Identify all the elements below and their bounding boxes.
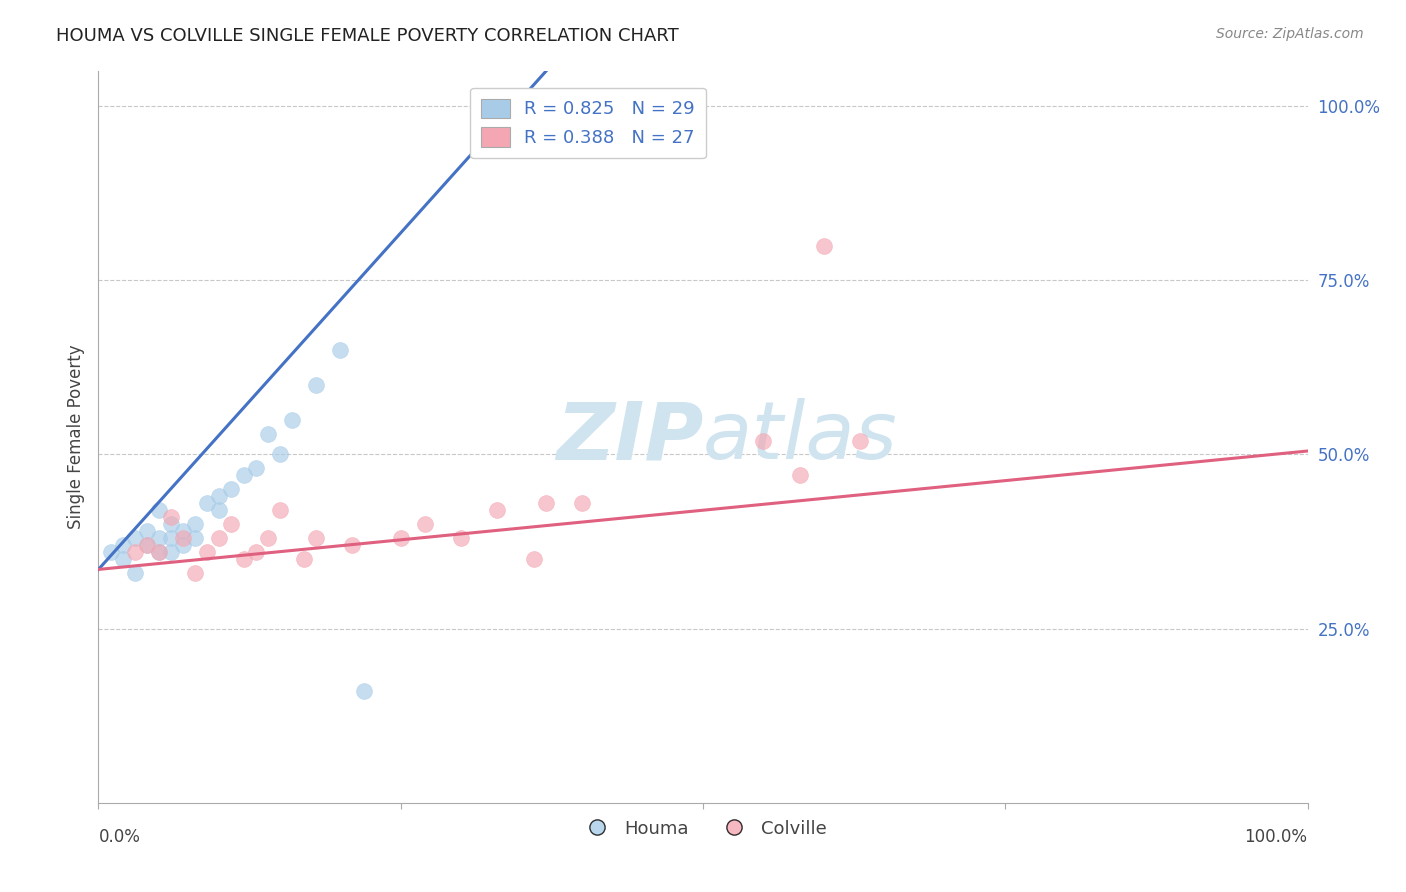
Point	[160, 545, 183, 559]
Point	[256, 426, 278, 441]
Point	[269, 503, 291, 517]
Point	[148, 531, 170, 545]
Text: 0.0%: 0.0%	[98, 829, 141, 847]
Point	[195, 545, 218, 559]
Point	[329, 343, 352, 357]
Point	[813, 238, 835, 252]
Point	[849, 434, 872, 448]
Point	[232, 552, 254, 566]
Point	[195, 496, 218, 510]
Point	[221, 517, 243, 532]
Y-axis label: Single Female Poverty: Single Female Poverty	[66, 345, 84, 529]
Point	[208, 489, 231, 503]
Point	[100, 545, 122, 559]
Point	[523, 552, 546, 566]
Point	[172, 538, 194, 552]
Point	[172, 531, 194, 545]
Point	[305, 377, 328, 392]
Point	[292, 552, 315, 566]
Text: 100.0%: 100.0%	[1244, 829, 1308, 847]
Point	[789, 468, 811, 483]
Point	[124, 531, 146, 545]
Point	[221, 483, 243, 497]
Point	[752, 434, 775, 448]
Point	[342, 538, 364, 552]
Point	[389, 531, 412, 545]
Point	[135, 538, 157, 552]
Point	[124, 566, 146, 580]
Point	[486, 503, 509, 517]
Text: Source: ZipAtlas.com: Source: ZipAtlas.com	[1216, 27, 1364, 41]
Point	[111, 538, 134, 552]
Text: HOUMA VS COLVILLE SINGLE FEMALE POVERTY CORRELATION CHART: HOUMA VS COLVILLE SINGLE FEMALE POVERTY …	[56, 27, 679, 45]
Point	[135, 538, 157, 552]
Point	[160, 531, 183, 545]
Point	[172, 524, 194, 538]
Point	[413, 517, 436, 532]
Point	[111, 552, 134, 566]
Point	[353, 684, 375, 698]
Point	[269, 448, 291, 462]
Point	[245, 545, 267, 559]
Point	[534, 496, 557, 510]
Point	[184, 566, 207, 580]
Point	[305, 531, 328, 545]
Point	[245, 461, 267, 475]
Point	[148, 545, 170, 559]
Point	[184, 531, 207, 545]
Legend: Houma, Colville: Houma, Colville	[572, 813, 834, 845]
Point	[208, 503, 231, 517]
Point	[256, 531, 278, 545]
Point	[232, 468, 254, 483]
Text: atlas: atlas	[703, 398, 898, 476]
Point	[148, 545, 170, 559]
Point	[208, 531, 231, 545]
Point	[281, 412, 304, 426]
Point	[184, 517, 207, 532]
Point	[135, 524, 157, 538]
Point	[160, 517, 183, 532]
Point	[450, 531, 472, 545]
Point	[124, 545, 146, 559]
Point	[571, 496, 593, 510]
Point	[160, 510, 183, 524]
Point	[148, 503, 170, 517]
Text: ZIP: ZIP	[555, 398, 703, 476]
